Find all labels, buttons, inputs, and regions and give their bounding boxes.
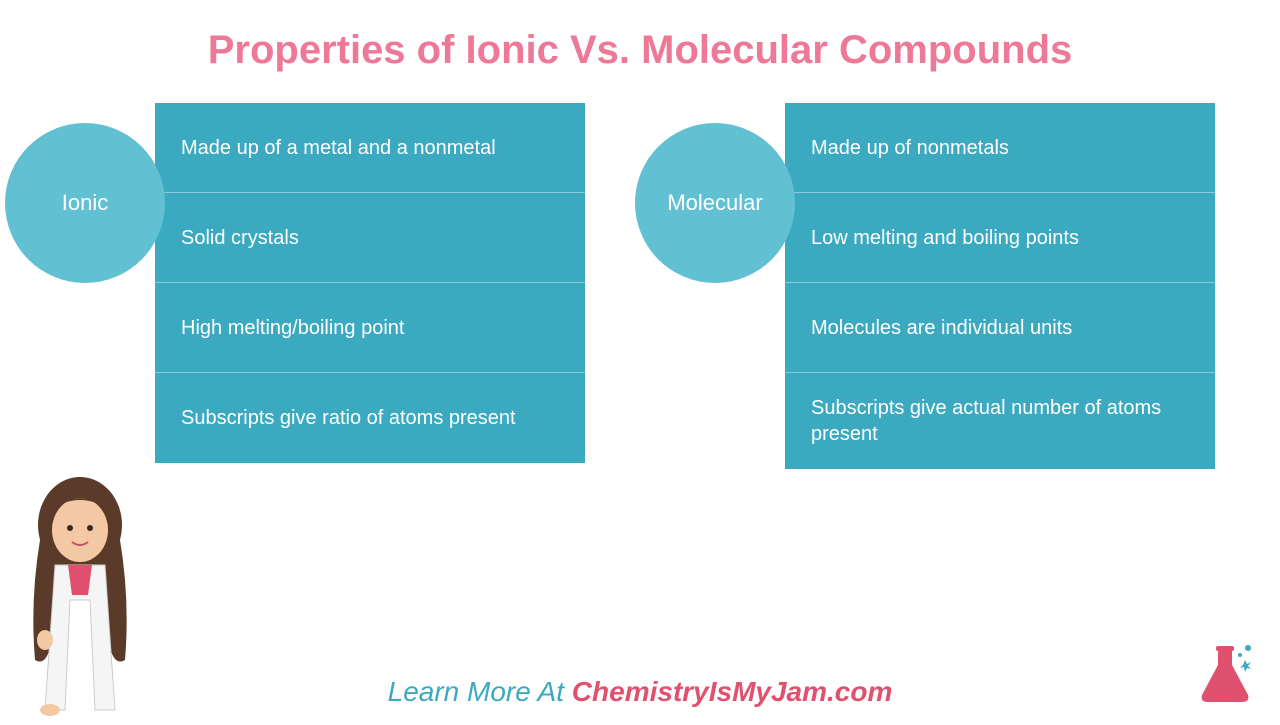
molecular-items: Made up of nonmetals Low melting and boi… [785, 103, 1215, 469]
ionic-circle-label: Ionic [5, 123, 165, 283]
molecular-circle-label: Molecular [635, 123, 795, 283]
page-title: Properties of Ionic Vs. Molecular Compou… [0, 0, 1280, 73]
molecular-item-0: Made up of nonmetals [785, 103, 1215, 193]
comparison-columns: Ionic Made up of a metal and a nonmetal … [0, 73, 1280, 469]
footer-text: Learn More At ChemistryIsMyJam.com [0, 676, 1280, 708]
molecular-item-3: Subscripts give actual number of atoms p… [785, 373, 1215, 469]
ionic-items: Made up of a metal and a nonmetal Solid … [155, 103, 585, 463]
ionic-item-0: Made up of a metal and a nonmetal [155, 103, 585, 193]
molecular-column: Molecular Made up of nonmetals Low melti… [695, 103, 1215, 469]
ionic-item-2: High melting/boiling point [155, 283, 585, 373]
molecular-item-1: Low melting and boiling points [785, 193, 1215, 283]
ionic-item-3: Subscripts give ratio of atoms present [155, 373, 585, 463]
ionic-item-1: Solid crystals [155, 193, 585, 283]
ionic-column: Ionic Made up of a metal and a nonmetal … [65, 103, 585, 469]
footer-site: ChemistryIsMyJam.com [572, 676, 893, 707]
molecular-item-2: Molecules are individual units [785, 283, 1215, 373]
footer-lead: Learn More At [388, 676, 572, 707]
